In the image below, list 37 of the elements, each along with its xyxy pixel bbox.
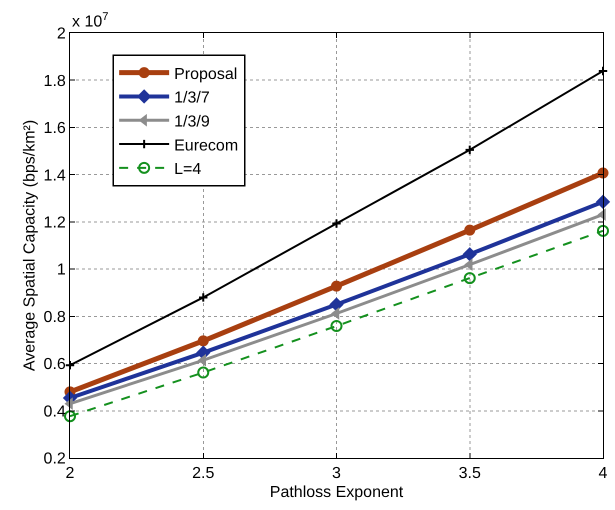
x-tick-label: 4: [598, 465, 608, 482]
legend-label: 1/3/9: [174, 113, 210, 130]
legend-label: L=4: [174, 161, 202, 178]
point: [597, 224, 609, 237]
y-tick-label: 0.2: [44, 450, 66, 468]
y-tick-label: 1.2: [44, 214, 66, 232]
x-tick-label: 2.5: [192, 465, 214, 482]
text: x 10$^{7}$: [72, 11, 108, 31]
y-tick-label: 1.8: [44, 72, 66, 90]
point: [331, 218, 342, 229]
legend-label: Eurecom: [174, 137, 238, 154]
y-tick-label: 0.6: [44, 356, 66, 374]
point: [462, 247, 477, 262]
y-tick-label: 2: [56, 26, 66, 43]
point: [329, 297, 344, 312]
point: [64, 410, 76, 422]
point: [64, 360, 76, 370]
y-tick-label: 1.6: [44, 120, 66, 138]
y-tick-label: 0.4: [44, 403, 66, 420]
x-tick-label: 3: [332, 465, 342, 482]
legend-label: Proposal: [174, 66, 238, 83]
y-tick-label: 1: [56, 262, 66, 279]
point: [464, 224, 476, 236]
point: [464, 144, 475, 156]
y-tick-label: 0.8: [44, 308, 66, 326]
y-tick-label: 1.4: [44, 167, 66, 184]
point: [598, 66, 608, 76]
point: [198, 335, 209, 346]
legend-label: 1/3/7: [174, 90, 210, 107]
point: [464, 272, 476, 284]
point: [331, 280, 342, 292]
point: [198, 292, 208, 303]
point: [330, 320, 342, 332]
point: [197, 366, 210, 379]
y-axis-title: Average Spatial Capacity (bps/km²): [21, 120, 38, 372]
x-axis-title: Pathloss Exponent: [270, 484, 404, 501]
x-tick-label: 3.5: [458, 465, 481, 482]
